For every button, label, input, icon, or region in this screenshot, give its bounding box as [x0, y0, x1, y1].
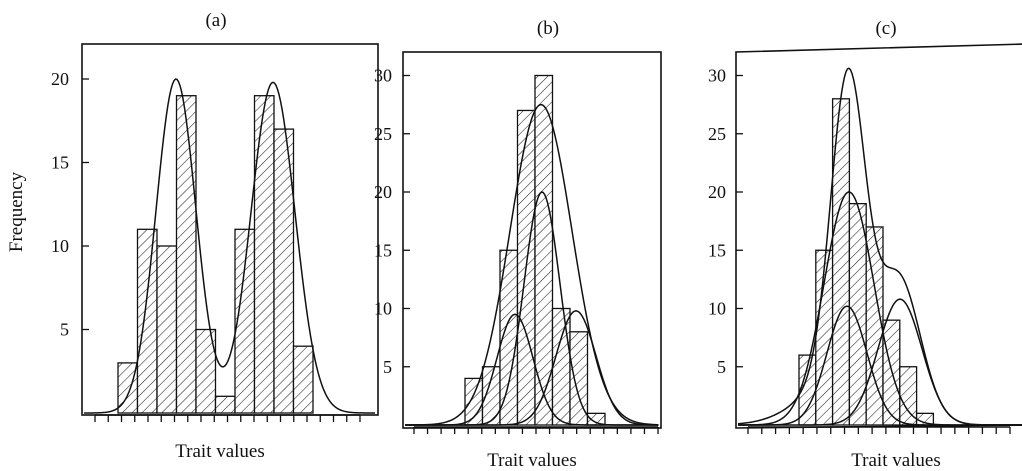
y-tick-label: 20 — [51, 69, 69, 89]
panel-c: 5 10 15 20 25 30 — [708, 43, 1022, 434]
histogram-bar — [815, 249, 834, 426]
fitted-component-curve — [405, 310, 659, 426]
y-tick-label: 20 — [708, 182, 726, 202]
panel-b-xlabel: Trait values — [487, 450, 577, 471]
y-tick-label: 10 — [374, 299, 392, 319]
panel-a-ylabel: Frequency — [6, 171, 27, 252]
y-tick-label: 5 — [383, 357, 392, 377]
panel-c-title: (c) — [875, 18, 896, 39]
panel-a-xlabel: Trait values — [175, 441, 265, 462]
y-tick-label: 15 — [374, 240, 392, 260]
y-tick-label: 5 — [60, 320, 69, 340]
y-tick-label: 5 — [717, 357, 726, 377]
panel-a: 5 10 15 20 — [51, 43, 379, 422]
panel-b-frame — [402, 51, 662, 429]
fitted-component-curve — [738, 298, 1022, 426]
panel-b: 5 10 15 20 25 30 — [374, 51, 662, 434]
y-tick-label: 30 — [708, 66, 726, 86]
y-tick-label: 15 — [708, 240, 726, 260]
y-tick-label: 30 — [374, 66, 392, 86]
histogram-bar — [136, 228, 158, 414]
histogram-bar — [253, 95, 275, 414]
histogram-bar — [214, 395, 236, 414]
histogram-bar — [292, 345, 314, 414]
histogram-bar — [195, 328, 217, 414]
histogram-bar — [156, 245, 178, 414]
panel-b-title: (b) — [537, 18, 559, 39]
fitted-mixture-curve — [84, 78, 375, 414]
fitted-mixture-curve — [404, 103, 659, 426]
histogram-bar — [551, 307, 571, 426]
histogram-bar — [882, 319, 901, 426]
y-tick-label: 10 — [51, 236, 69, 256]
histogram-bar — [534, 74, 554, 426]
panel-c-xlabel: Trait values — [851, 450, 941, 471]
y-tick-label: 10 — [708, 299, 726, 319]
histogram-bar — [175, 95, 197, 414]
y-tick-label: 25 — [374, 124, 392, 144]
y-tick-label: 15 — [51, 153, 69, 173]
y-tick-label: 20 — [374, 182, 392, 202]
histogram-bar — [273, 128, 295, 414]
panel-a-title: (a) — [205, 10, 226, 31]
panel-a-frame — [81, 43, 379, 416]
y-tick-label: 25 — [708, 124, 726, 144]
